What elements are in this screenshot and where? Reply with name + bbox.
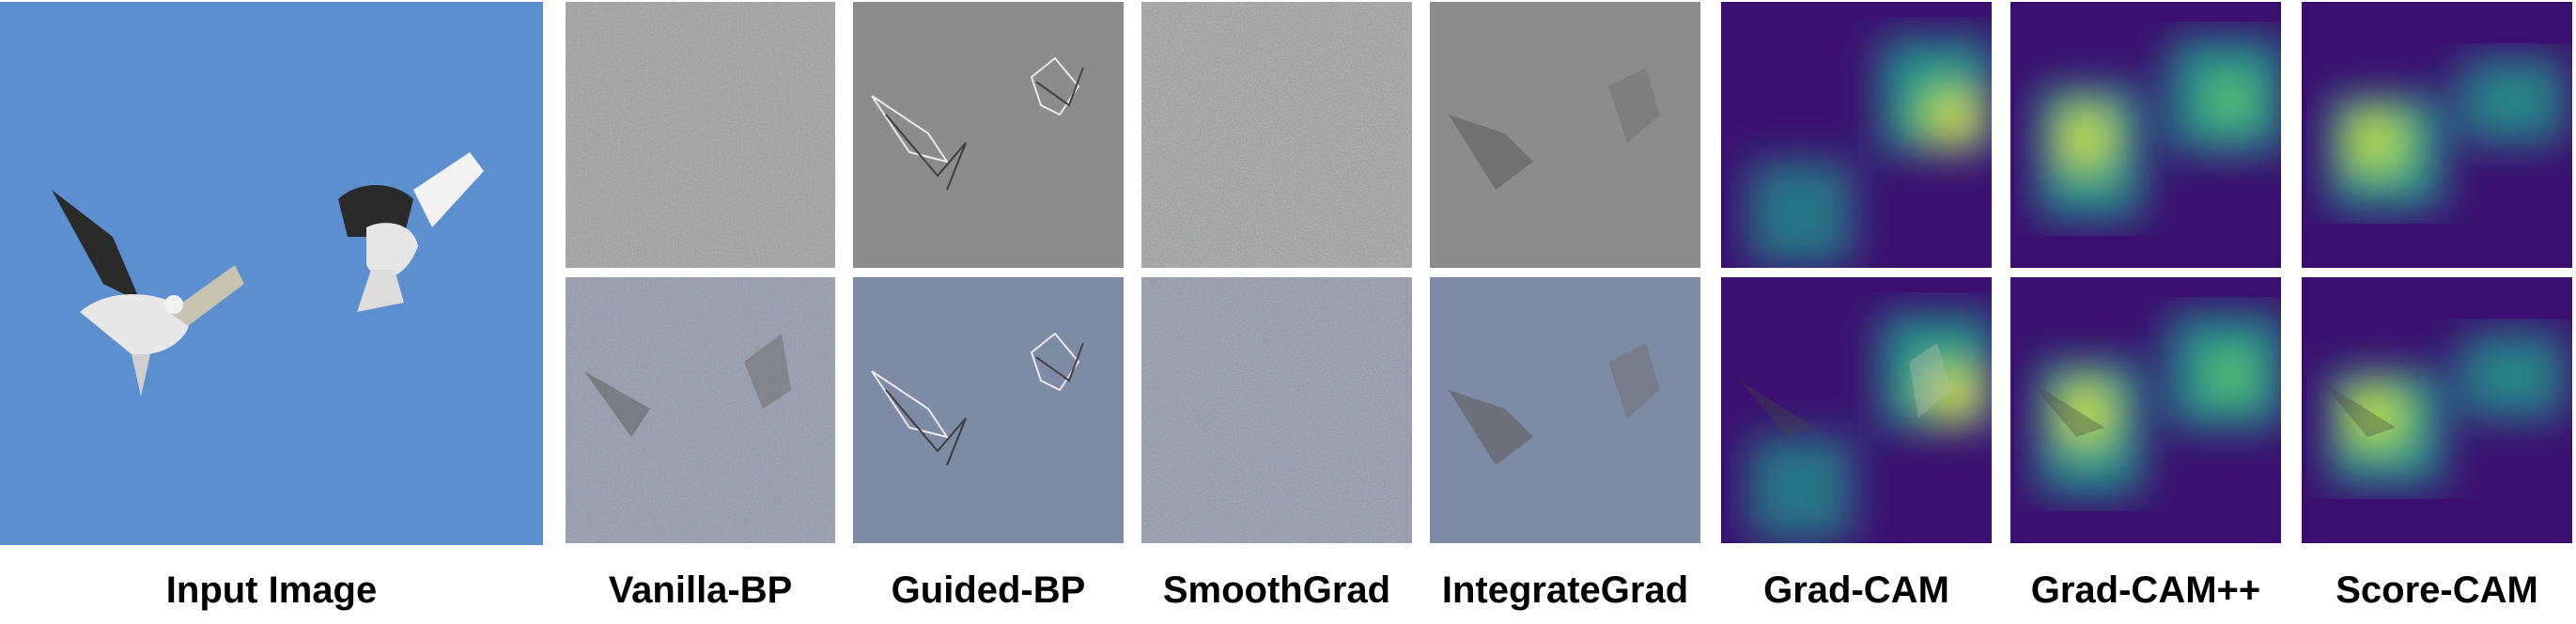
integrategrad-map [1430,2,1700,268]
bird-right [338,152,484,312]
gradcam-overlay [1721,277,1992,543]
vanilla-bp-map [566,2,835,268]
label-input-image: Input Image [165,569,378,611]
bird-left [52,190,244,397]
vanilla-bp-overlay [566,277,835,543]
smoothgrad-overlay [1141,277,1412,543]
label-gradcam: Grad-CAM [1763,569,1949,611]
label-scorecam: Score-CAM [2335,569,2538,611]
label-vanilla-bp: Vanilla-BP [608,569,793,611]
label-gradcampp: Grad-CAM++ [2030,569,2261,611]
label-integrategrad: IntegrateGrad [1441,569,1689,611]
scorecam-map [2302,2,2572,268]
guided-bp-map [853,2,1124,268]
input-image [0,2,543,545]
guided-bp-overlay [853,277,1124,543]
integrategrad-overlay [1430,277,1700,543]
gradcampp-overlay [2010,277,2281,543]
gradcampp-map [2010,2,2281,268]
scorecam-overlay [2302,277,2572,543]
label-smoothgrad: SmoothGrad [1162,569,1391,611]
gradcam-map [1721,2,1992,268]
smoothgrad-map [1141,2,1412,268]
label-guided-bp: Guided-BP [891,569,1086,611]
